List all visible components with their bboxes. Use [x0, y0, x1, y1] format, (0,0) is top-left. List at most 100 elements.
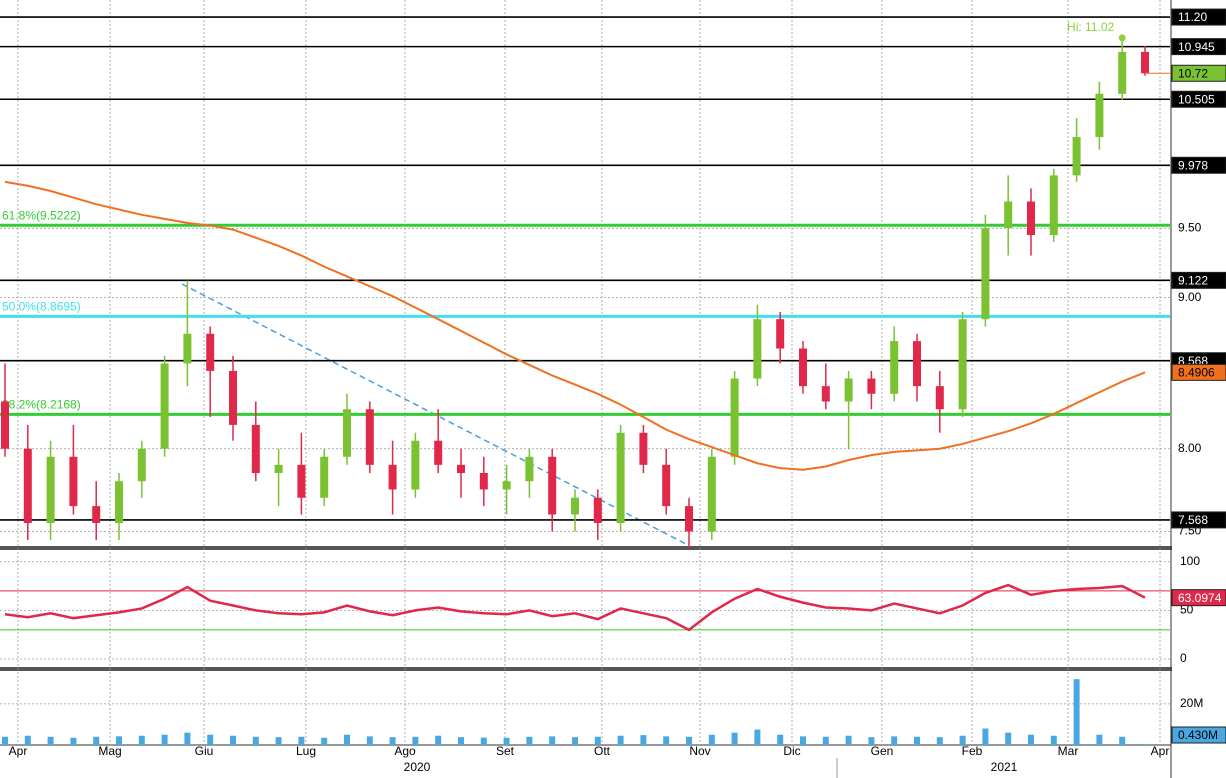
candle-body — [365, 409, 374, 465]
volume-bar — [230, 735, 236, 745]
candle-body — [206, 333, 215, 371]
candle-body — [274, 464, 283, 473]
x-tick-label: Lug — [296, 744, 316, 758]
candle-body — [1095, 93, 1104, 138]
volume-bar — [435, 735, 442, 745]
volume-bar — [412, 736, 419, 745]
volume-bar — [822, 736, 829, 745]
candle-body — [251, 424, 260, 474]
price-tag — [1171, 363, 1226, 381]
candle-body — [1, 401, 9, 449]
price-tag — [1171, 511, 1226, 529]
volume-bar — [686, 736, 692, 745]
volume-bar — [617, 735, 624, 745]
candle-body — [434, 440, 443, 465]
price-tag-label: 0.430M — [1178, 728, 1218, 742]
candle-body — [616, 432, 625, 523]
candle-body — [776, 319, 785, 349]
volume-bar — [959, 735, 966, 745]
x-tick-label: Ago — [394, 744, 416, 758]
candle-body — [320, 456, 329, 498]
volume-bar — [298, 736, 305, 745]
candle-body — [1141, 51, 1149, 74]
x-tick-label: Feb — [962, 744, 983, 758]
x-tick-label: Ott — [594, 744, 611, 758]
candle-body — [1072, 137, 1081, 176]
volume-bar — [914, 736, 920, 745]
fib-label: 38.2%(8.2168) — [2, 398, 81, 412]
price-tag-label: 7.568 — [1178, 513, 1208, 527]
candle-body — [183, 333, 192, 364]
volume-bar — [116, 736, 122, 745]
y-tick-label: 9.50 — [1178, 220, 1202, 234]
y-tick-label: 8.00 — [1178, 441, 1202, 455]
volume-bar — [458, 737, 464, 745]
volume-bar — [1119, 736, 1126, 745]
x-tick-label: Mag — [98, 744, 121, 758]
candle-body — [707, 456, 716, 532]
moving-average — [4, 180, 1146, 471]
volume-bar — [640, 735, 647, 745]
y-tick-label: 20M — [1180, 696, 1203, 710]
candle-body — [23, 448, 32, 523]
candle-body — [46, 456, 55, 523]
volume-bar — [708, 734, 715, 745]
candle-body — [229, 370, 237, 425]
x-tick-label: Gen — [871, 744, 894, 758]
price-tag-label: 8.4906 — [1178, 366, 1215, 380]
candle-body — [1027, 201, 1035, 236]
volume-bar — [184, 732, 191, 745]
x-tick-label: Set — [496, 744, 515, 758]
panel-separator — [0, 546, 1172, 550]
volume-bar — [549, 736, 556, 745]
candle-body — [137, 448, 146, 482]
volume-bar — [1005, 732, 1012, 745]
high-marker — [1118, 34, 1126, 42]
candle-body — [981, 228, 990, 320]
price-tag-label: 10.945 — [1178, 40, 1215, 54]
volume-bar — [1142, 744, 1148, 745]
volume-bar — [1050, 735, 1057, 745]
volume-bar — [1096, 734, 1103, 745]
volume-bar — [2, 736, 8, 745]
price-tag-label: 10.72 — [1178, 66, 1208, 80]
volume-bar — [800, 736, 806, 745]
price-tag-label: 63.0974 — [1178, 591, 1222, 605]
volume-bar — [138, 735, 145, 745]
price-tag — [1171, 271, 1226, 289]
price-tag-label: 9.978 — [1178, 158, 1208, 172]
candle-body — [799, 348, 807, 387]
price-tag — [1171, 38, 1226, 56]
volume-bar — [777, 734, 784, 745]
candle-body — [115, 481, 123, 523]
fib-label: 50.0%(8.8695) — [2, 300, 81, 314]
candle-body — [844, 378, 853, 402]
high-label: Hi: 11.02 — [1067, 20, 1114, 34]
volume-bar — [93, 736, 100, 745]
candle-body — [502, 481, 511, 490]
fib-label: 61.8%(9.5222) — [2, 208, 81, 222]
volume-bar — [1028, 734, 1034, 745]
x-tick-label: Nov — [689, 744, 710, 758]
volume-bar — [207, 734, 214, 745]
candle-body — [821, 386, 830, 402]
y-tick-label: 9.00 — [1178, 290, 1202, 304]
x-tick-label: Apr — [1151, 744, 1170, 758]
candle-body — [730, 378, 739, 457]
year-label: 2020 — [404, 760, 431, 774]
volume-bar — [344, 734, 350, 745]
candle-body — [593, 497, 602, 523]
price-tag — [1171, 90, 1226, 108]
volume-bar — [503, 737, 510, 745]
candle-body — [890, 341, 899, 394]
price-tag — [1171, 64, 1226, 82]
volume-bar — [594, 736, 601, 745]
candle-body — [548, 456, 557, 515]
price-tag-label: 9.122 — [1178, 274, 1208, 288]
price-tag-label: 10.505 — [1178, 92, 1215, 106]
candle-body — [867, 378, 876, 394]
volume-bar — [754, 729, 761, 745]
volume-bar — [321, 737, 328, 745]
